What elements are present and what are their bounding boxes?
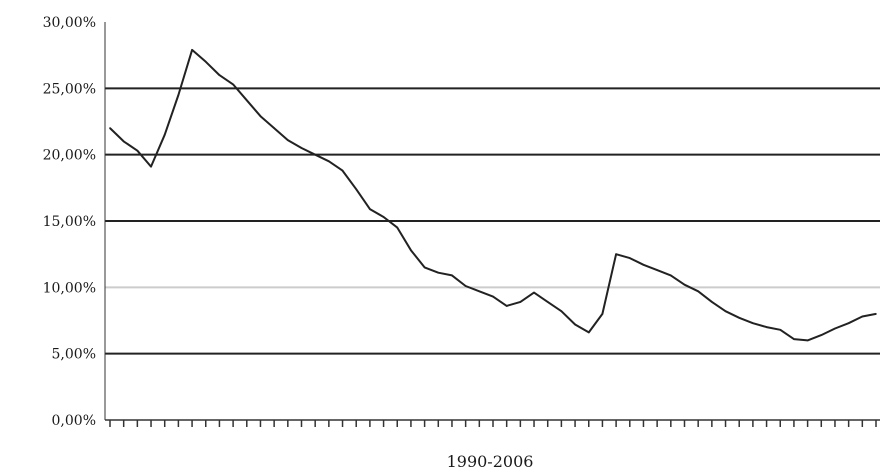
x-axis-label: 1990-2006 [447, 452, 534, 471]
data-point [410, 249, 412, 251]
data-point [246, 99, 248, 102]
data-point [396, 226, 399, 229]
data-point [752, 322, 754, 325]
data-point [588, 331, 590, 334]
y-tick-label: 30,00% [43, 15, 96, 31]
data-point [724, 310, 727, 313]
data-point [615, 253, 617, 255]
data-point [136, 149, 139, 152]
data-point [259, 115, 262, 117]
data-point [642, 264, 645, 266]
data-point [875, 313, 877, 315]
y-tick-label: 25,00% [43, 81, 96, 97]
series-layer [109, 48, 877, 342]
data-point [369, 208, 371, 210]
data-point [163, 134, 166, 136]
y-tick-label: 0,00% [52, 413, 96, 429]
data-point [451, 274, 453, 277]
data-point [273, 127, 275, 129]
data-point [601, 313, 604, 315]
y-tick-label: 10,00% [43, 280, 96, 296]
data-point [341, 169, 344, 172]
data-point [464, 285, 467, 287]
data-point [109, 127, 111, 129]
data-point [834, 327, 836, 330]
data-point [437, 271, 440, 274]
data-point [300, 147, 303, 149]
y-tick-label: 20,00% [43, 148, 96, 164]
data-point [314, 153, 317, 156]
data-point [806, 339, 809, 342]
data-point [629, 257, 631, 259]
data-point [711, 301, 713, 303]
data-point [738, 317, 740, 319]
data-point [355, 188, 358, 190]
data-point [382, 216, 385, 218]
data-point [847, 322, 850, 325]
y-axis-tick-labels: 0,00% 5,00% 10,00% 15,00% 20,00% 25,00% 30,00% [43, 15, 96, 429]
data-point [218, 74, 221, 76]
data-point [820, 334, 823, 336]
data-point [861, 315, 864, 318]
data-point [560, 310, 563, 313]
data-point [533, 291, 535, 294]
data-point [519, 301, 522, 303]
data-point [697, 290, 699, 293]
data-point [423, 266, 426, 269]
grid-lines [105, 87, 880, 355]
y-tick-label: 15,00% [43, 214, 96, 230]
data-point [177, 94, 180, 96]
data-point [150, 165, 152, 168]
data-point [505, 305, 508, 307]
data-point [683, 283, 686, 286]
data-point [122, 140, 125, 143]
data-point [765, 326, 768, 328]
data-point [779, 329, 782, 331]
data-point [656, 269, 658, 271]
data-point [670, 274, 672, 277]
data-point [328, 160, 330, 163]
data-point [232, 83, 234, 86]
data-point [191, 49, 193, 51]
data-point [793, 338, 795, 340]
data-point [492, 295, 494, 298]
data-point [546, 301, 549, 303]
x-axis [104, 22, 880, 427]
data-point [574, 323, 576, 326]
data-point [478, 290, 481, 293]
data-point [205, 61, 207, 63]
y-tick-label: 5,00% [52, 347, 96, 363]
data-point [287, 139, 289, 141]
